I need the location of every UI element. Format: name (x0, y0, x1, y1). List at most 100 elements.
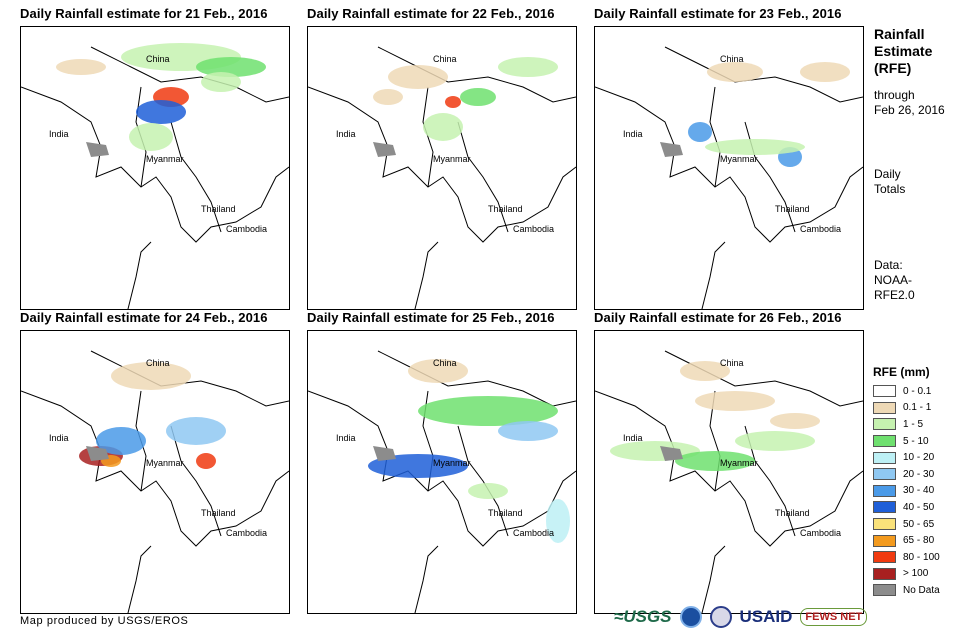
panel-title: Daily Rainfall estimate for 23 Feb., 201… (594, 6, 842, 21)
rainfall-map: China India Myanmar Thailand Cambodia (308, 46, 576, 309)
malay-coast (701, 545, 726, 613)
panel-title: Daily Rainfall estimate for 22 Feb., 201… (307, 6, 555, 21)
legend-row: No Data (873, 582, 940, 599)
country-label-india: India (623, 129, 643, 139)
legend-row: 65 - 80 (873, 532, 940, 549)
country-label-myanmar: Myanmar (720, 154, 758, 164)
panel-title: Daily Rainfall estimate for 26 Feb., 201… (594, 310, 842, 325)
sidebar-totals: Daily Totals (874, 167, 905, 197)
malay-coast (414, 545, 439, 613)
legend-label: 30 - 40 (903, 485, 935, 497)
country-label-myanmar: Myanmar (433, 458, 471, 468)
country-label-myanmar: Myanmar (433, 154, 471, 164)
legend-label: 50 - 65 (903, 518, 935, 530)
coastline (308, 86, 576, 243)
country-label-china: China (146, 54, 170, 64)
legend-swatch (873, 518, 896, 531)
country-label-india: India (336, 129, 356, 139)
country-label-india: India (336, 433, 356, 443)
rainfall-area (196, 57, 266, 77)
legend-label: 1 - 5 (903, 418, 924, 430)
rainfall-area (368, 454, 468, 478)
border-myanmar-thailand (422, 86, 509, 233)
sidebar-title-line: Rainfall (874, 26, 925, 42)
country-label-thailand: Thailand (775, 204, 810, 214)
country-label-thailand: Thailand (488, 204, 523, 214)
legend-row: 0.1 - 1 (873, 400, 940, 417)
legend-row: 10 - 20 (873, 449, 940, 466)
no-data-area (86, 446, 109, 461)
rainfall-area (166, 417, 226, 445)
rainfall-area (445, 96, 461, 108)
country-label-china: China (720, 358, 744, 368)
legend-swatch (873, 551, 896, 564)
legend-label: 5 - 10 (903, 435, 929, 447)
data-source-line: NOAA- (874, 273, 913, 287)
legend-label: 80 - 100 (903, 551, 940, 563)
legend-label: 0 - 0.1 (903, 385, 932, 397)
rainfall-area (111, 362, 191, 390)
legend-swatch (873, 435, 896, 448)
country-label-china: China (720, 54, 744, 64)
data-source-line: RFE2.0 (874, 288, 915, 302)
fews-net-logo: FEWS NET (800, 608, 868, 626)
usgs-logo: ≈USGS (614, 607, 672, 626)
legend-label: 0.1 - 1 (903, 402, 932, 414)
sidebar-title-line: Estimate (874, 43, 933, 59)
usaid-seal-icon (709, 606, 732, 628)
malay-coast (414, 241, 439, 309)
logo-strip: ≈USGS USAID FEWS NET (614, 606, 868, 628)
legend-title: RFE (mm) (873, 365, 930, 379)
no-data-area (373, 142, 396, 157)
rainfall-area (201, 72, 241, 92)
legend-row: 1 - 5 (873, 416, 940, 433)
coastline (21, 86, 289, 243)
rainfall-area (129, 123, 173, 151)
legend-row: 30 - 40 (873, 483, 940, 500)
coastline (308, 390, 576, 547)
rainfall-area (707, 62, 763, 82)
rainfall-area (770, 413, 820, 429)
no-data-area (86, 142, 109, 157)
malay-coast (701, 241, 726, 309)
country-label-cambodia: Cambodia (800, 224, 841, 234)
country-label-myanmar: Myanmar (146, 154, 184, 164)
coastline (595, 86, 863, 243)
usaid-logo: USAID (739, 607, 793, 626)
map-frame: China India Myanmar Thailand Cambodia (307, 330, 577, 614)
country-label-india: India (49, 129, 69, 139)
rainfall-area (96, 427, 146, 455)
legend-row: 50 - 65 (873, 516, 940, 533)
legend-swatch (873, 501, 896, 514)
rainfall-area (705, 139, 805, 155)
rfe-legend: RFE (mm) 0 - 0.1 0.1 - 1 1 - 5 5 - 10 10 - 2… (873, 365, 940, 599)
legend-label: 65 - 80 (903, 535, 935, 547)
rainfall-area (388, 65, 448, 89)
legend-label: > 100 (903, 568, 929, 580)
country-label-thailand: Thailand (201, 204, 236, 214)
rainfall-area (408, 359, 468, 383)
sidebar-title: Rainfall Estimate (RFE) (874, 26, 932, 77)
legend-swatch (873, 584, 896, 597)
country-label-cambodia: Cambodia (226, 224, 267, 234)
rainfall-area (675, 451, 755, 471)
no-data-area (660, 446, 683, 461)
legend-row: 0 - 0.1 (873, 383, 940, 400)
rainfall-area (498, 421, 558, 441)
no-data-area (373, 446, 396, 461)
legend-swatch (873, 401, 896, 414)
country-label-myanmar: Myanmar (720, 458, 758, 468)
legend-swatch (873, 534, 896, 547)
rainfall-area (56, 59, 106, 75)
map-credit: Map produced by USGS/EROS (20, 615, 189, 627)
rainfall-area (735, 431, 815, 451)
legend-row: 20 - 30 (873, 466, 940, 483)
panel-title: Daily Rainfall estimate for 25 Feb., 201… (307, 310, 555, 325)
legend-label: 10 - 20 (903, 452, 935, 464)
panel-title: Daily Rainfall estimate for 21 Feb., 201… (20, 6, 268, 21)
rainfall-area (498, 57, 558, 77)
legend-row: > 100 (873, 566, 940, 583)
sidebar-title-line: (RFE) (874, 60, 912, 76)
no-data-area (660, 142, 683, 157)
legend-swatch (873, 451, 896, 464)
